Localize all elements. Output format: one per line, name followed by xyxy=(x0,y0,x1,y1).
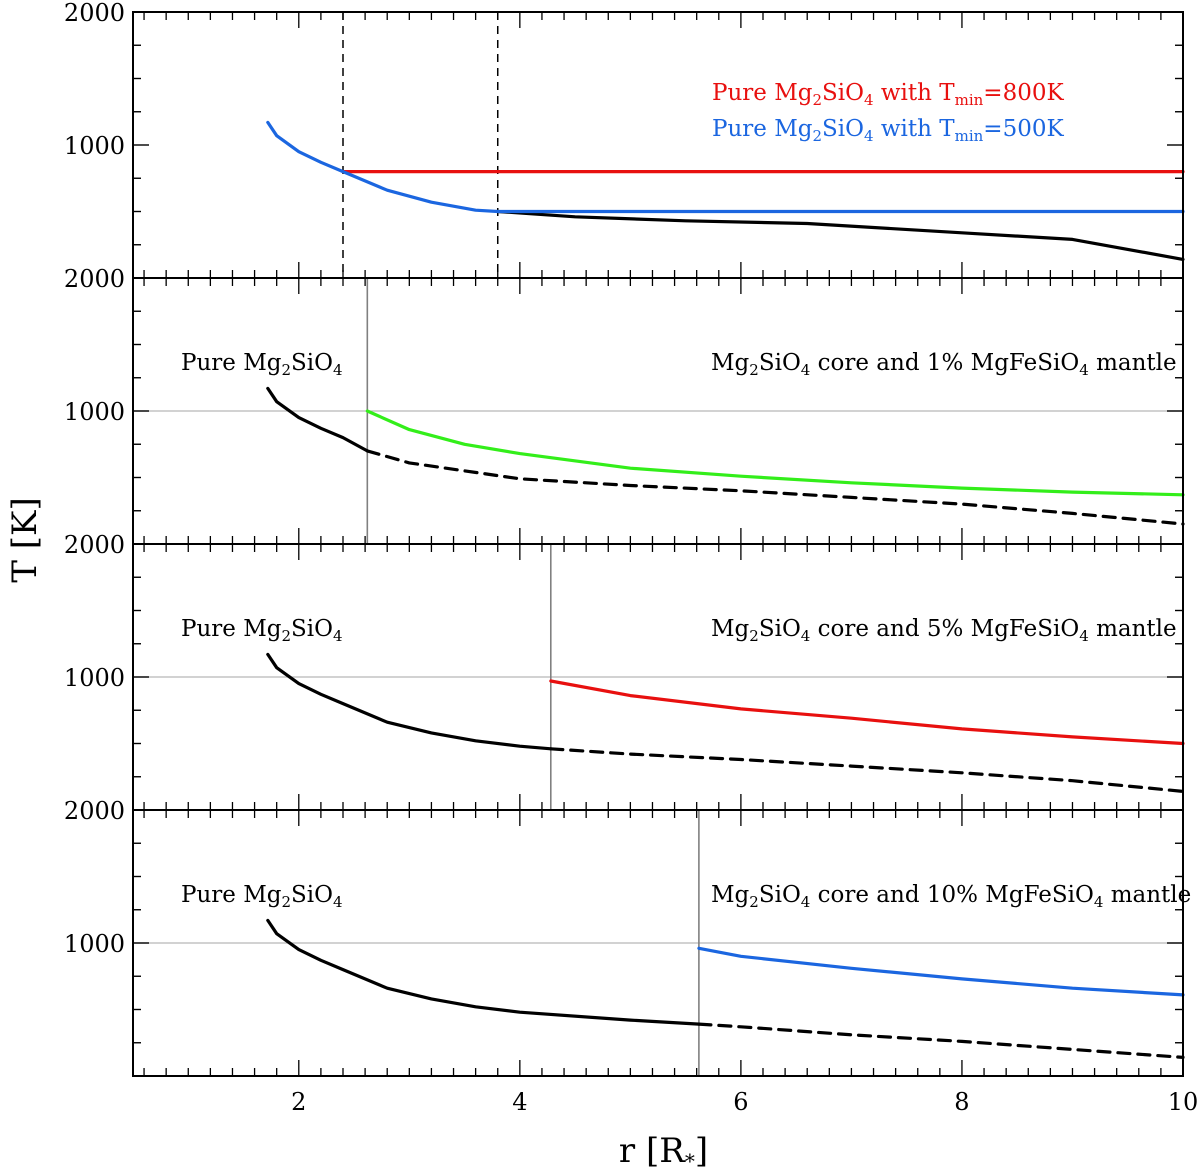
x-axis-title: r [R*] xyxy=(619,1131,708,1170)
series-line-3 xyxy=(697,946,1185,997)
y-tick-label-1000: 1000 xyxy=(64,132,125,160)
label-pure-mg2sio4: Pure Mg2SiO4 xyxy=(181,616,343,645)
x-tick-label-8: 8 xyxy=(954,1088,969,1116)
series-line-1 xyxy=(266,918,701,1026)
series-line-1 xyxy=(266,386,369,453)
x-tick-label-10: 10 xyxy=(1168,1088,1199,1116)
label-core-mantle: Mg2SiO4 core and 1% MgFeSiO4 mantle xyxy=(711,350,1177,379)
label-core-mantle: Mg2SiO4 core and 10% MgFeSiO4 mantle xyxy=(711,882,1191,911)
series-line-1 xyxy=(496,209,1185,261)
y-tick-label-1000: 1000 xyxy=(64,398,125,426)
panel-3: 2000 1000 Pure Mg2SiO4 Mg2SiO4 core and 5% … xyxy=(64,531,1185,811)
legend-entry-1: Pure Mg2SiO4 with Tmin=800K xyxy=(712,80,1064,109)
x-tick-label-2: 2 xyxy=(291,1088,306,1116)
y-tick-label-2000: 2000 xyxy=(64,265,125,293)
label-core-mantle: Mg2SiO4 core and 5% MgFeSiO4 mantle xyxy=(711,616,1177,645)
series-line-1 xyxy=(266,652,553,751)
series-line-3 xyxy=(365,409,1185,497)
y-tick-label-2000: 2000 xyxy=(64,0,125,27)
y-tick-label-2000: 2000 xyxy=(64,531,125,559)
y-tick-label-1000: 1000 xyxy=(64,664,125,692)
series-line-3 xyxy=(549,679,1185,746)
panel-frame xyxy=(132,809,1184,1077)
series-line-2 xyxy=(697,1022,1185,1060)
series-line-2 xyxy=(549,747,1185,794)
panel-1: 2000 1000 Pure Mg2SiO4 with Tmin=800K Pure … xyxy=(64,0,1185,279)
panel-4: 2000 1000 Pure Mg2SiO4 Mg2SiO4 core and 10%… xyxy=(64,797,1191,1077)
label-pure-mg2sio4: Pure Mg2SiO4 xyxy=(181,882,343,911)
y-tick-label-1000: 1000 xyxy=(64,930,125,958)
label-pure-mg2sio4: Pure Mg2SiO4 xyxy=(181,350,343,379)
y-axis-title: T [K] xyxy=(5,497,45,582)
series-line-2 xyxy=(365,449,1185,526)
panel-2: 2000 1000 Pure Mg2SiO4 Mg2SiO4 core and 1% … xyxy=(64,265,1185,545)
x-tick-label-4: 4 xyxy=(512,1088,527,1116)
series-line-3 xyxy=(266,120,1185,214)
y-tick-label-2000: 2000 xyxy=(64,797,125,825)
x-tick-label-6: 6 xyxy=(733,1088,748,1116)
legend-entry-2: Pure Mg2SiO4 with Tmin=500K xyxy=(712,116,1064,145)
